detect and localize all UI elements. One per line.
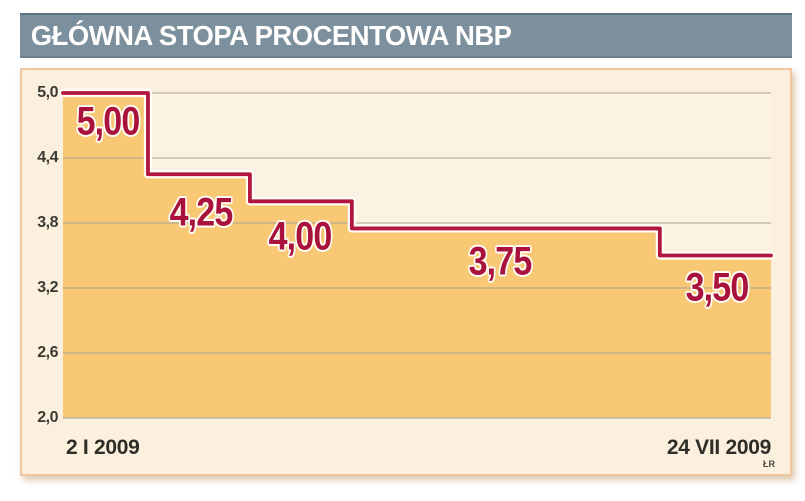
rate-line (61, 91, 773, 258)
y-tick-label: 3,8 (37, 214, 58, 231)
step-value-label: 4,25 (169, 190, 234, 235)
x-axis-end-label: 24 VII 2009 (666, 436, 771, 459)
y-tick-label: 2,0 (37, 409, 58, 426)
y-tick-label: 5,0 (37, 84, 58, 101)
author-credit: ŁR (763, 459, 775, 469)
page-title: GŁÓWNA STOPA PROCENTOWA NBP (30, 19, 512, 51)
chart-panel: 5,0 4,4 3,8 3,2 2,6 2,0 5,00 4,25 4,00 3,75 3,50 … (20, 68, 792, 476)
step-value-label: 5,00 (76, 99, 141, 144)
y-tick-label: 2,6 (37, 344, 58, 361)
step-area-chart (58, 88, 776, 419)
step-value-label: 3,75 (468, 239, 532, 284)
title-bar: GŁÓWNA STOPA PROCENTOWA NBP (20, 13, 792, 58)
y-tick-label: 3,2 (37, 279, 58, 296)
step-value-label: 4,00 (268, 214, 333, 259)
x-axis-start-label: 2 I 2009 (66, 436, 140, 459)
step-value-label: 3,50 (685, 265, 750, 310)
y-tick-label: 4,4 (37, 149, 58, 166)
